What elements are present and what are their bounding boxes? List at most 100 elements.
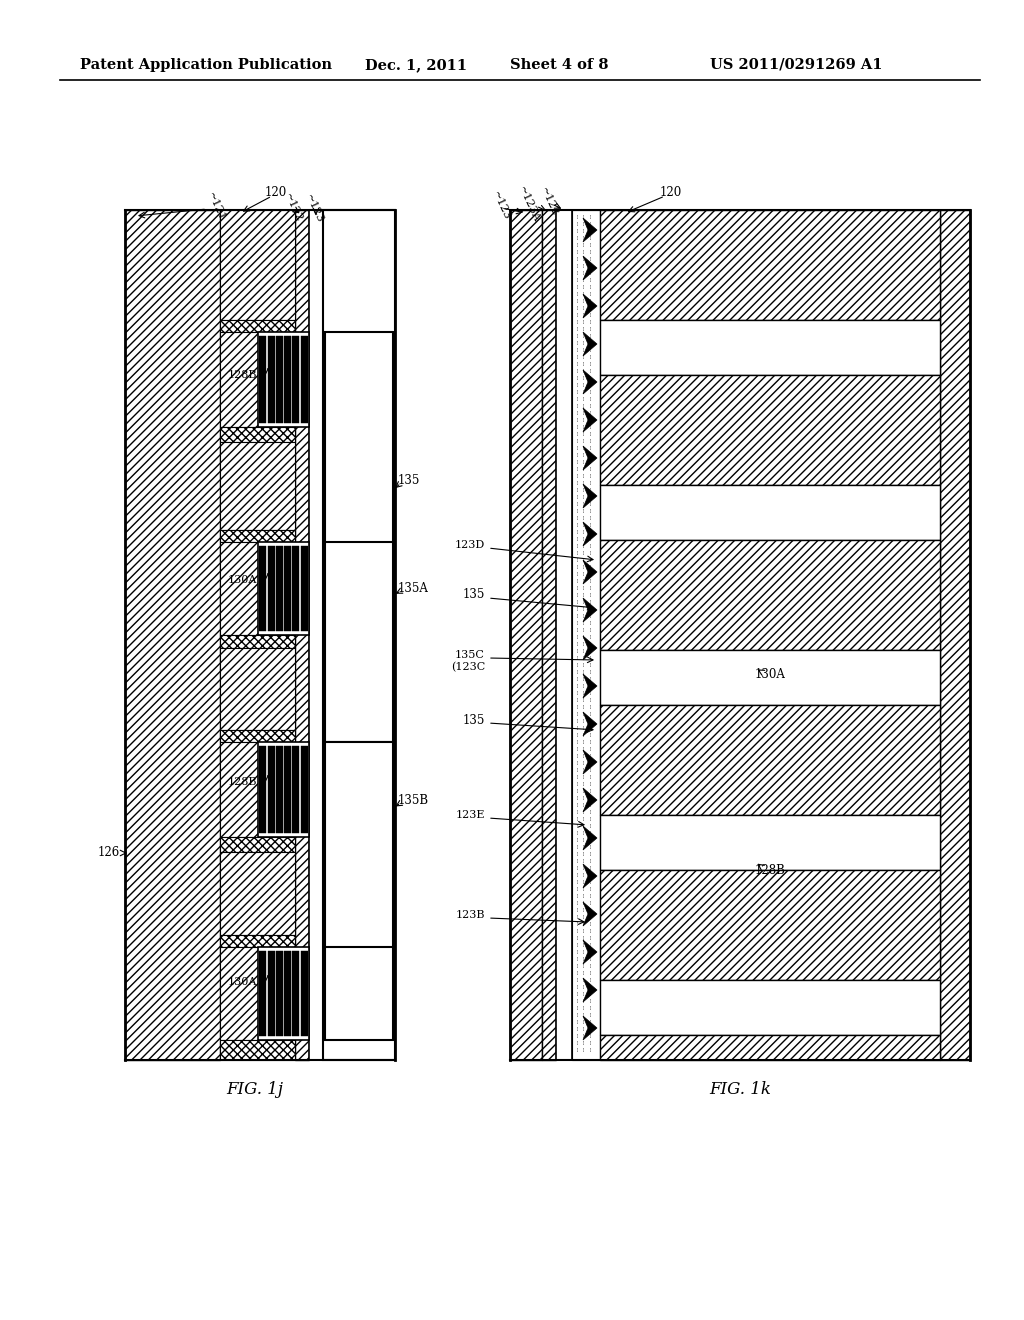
Bar xyxy=(267,337,274,422)
Bar xyxy=(325,543,393,742)
Polygon shape xyxy=(583,826,597,850)
Bar xyxy=(301,950,308,1036)
Bar xyxy=(301,546,308,631)
Text: 130A: 130A xyxy=(755,668,785,681)
Bar xyxy=(600,705,940,814)
Bar xyxy=(258,946,309,1040)
Text: 130A: 130A xyxy=(228,977,257,987)
Polygon shape xyxy=(583,750,597,774)
Bar xyxy=(258,543,309,635)
Bar xyxy=(309,210,323,1060)
Polygon shape xyxy=(583,218,597,242)
Text: ~121: ~121 xyxy=(205,191,227,223)
Polygon shape xyxy=(583,446,597,470)
Bar xyxy=(325,333,393,1040)
Text: FIG. 1k: FIG. 1k xyxy=(709,1081,771,1098)
Polygon shape xyxy=(583,978,597,1002)
Bar xyxy=(542,210,556,1060)
Bar xyxy=(293,950,299,1036)
Bar xyxy=(267,746,274,833)
Bar xyxy=(275,546,283,631)
Polygon shape xyxy=(583,902,597,927)
Bar xyxy=(323,210,395,1060)
Bar xyxy=(220,426,295,442)
Bar xyxy=(220,442,295,531)
Polygon shape xyxy=(583,788,597,812)
Bar xyxy=(275,337,283,422)
Bar xyxy=(267,546,274,631)
Text: ~122: ~122 xyxy=(282,191,304,224)
Bar xyxy=(301,746,308,833)
Text: 135: 135 xyxy=(463,714,485,726)
Text: ~123A: ~123A xyxy=(516,185,542,223)
Polygon shape xyxy=(583,256,597,280)
Text: 123D: 123D xyxy=(455,540,485,550)
Text: 120: 120 xyxy=(660,186,682,199)
Bar xyxy=(220,946,295,1040)
Bar xyxy=(220,837,295,851)
Text: 128B: 128B xyxy=(228,777,257,787)
Bar xyxy=(600,319,940,375)
Text: 128B: 128B xyxy=(228,370,257,380)
Text: 135A: 135A xyxy=(398,582,429,594)
Text: ~122: ~122 xyxy=(538,186,560,218)
Text: 135B: 135B xyxy=(398,793,429,807)
Polygon shape xyxy=(583,484,597,508)
Bar xyxy=(259,746,266,833)
Text: 126: 126 xyxy=(97,846,120,859)
Bar xyxy=(220,730,295,742)
Bar xyxy=(125,210,220,1060)
Polygon shape xyxy=(583,408,597,432)
Polygon shape xyxy=(583,370,597,393)
Polygon shape xyxy=(583,294,597,318)
Bar xyxy=(220,648,295,730)
Bar xyxy=(220,210,295,319)
Bar xyxy=(600,540,940,649)
Bar xyxy=(284,337,291,422)
Bar xyxy=(556,210,572,1060)
Text: ~123: ~123 xyxy=(490,190,512,222)
Bar xyxy=(220,635,295,648)
Polygon shape xyxy=(583,711,597,737)
Bar xyxy=(259,546,266,631)
Bar xyxy=(600,375,940,484)
Text: (123C: (123C xyxy=(451,661,485,672)
Polygon shape xyxy=(583,636,597,660)
Bar xyxy=(220,851,295,935)
Text: 135: 135 xyxy=(398,474,421,487)
Polygon shape xyxy=(583,865,597,888)
Bar xyxy=(275,746,283,833)
Bar xyxy=(220,531,295,543)
Text: FIG. 1j: FIG. 1j xyxy=(226,1081,284,1098)
Bar xyxy=(220,333,295,426)
Bar xyxy=(284,546,291,631)
Bar xyxy=(275,950,283,1036)
Bar xyxy=(258,333,309,426)
Polygon shape xyxy=(583,598,597,622)
Polygon shape xyxy=(583,675,597,698)
Bar xyxy=(572,210,600,1060)
Text: 123B: 123B xyxy=(456,909,485,920)
Text: 135C: 135C xyxy=(455,649,485,660)
Bar xyxy=(258,742,309,837)
Bar xyxy=(600,1035,940,1060)
Bar xyxy=(600,979,940,1035)
Bar xyxy=(220,935,295,946)
Polygon shape xyxy=(583,560,597,583)
Bar xyxy=(284,746,291,833)
Bar xyxy=(293,746,299,833)
Bar xyxy=(510,210,542,1060)
Polygon shape xyxy=(583,940,597,964)
Polygon shape xyxy=(583,521,597,546)
Polygon shape xyxy=(583,333,597,356)
Text: ~123: ~123 xyxy=(303,193,325,224)
Text: 120: 120 xyxy=(265,186,288,198)
Bar xyxy=(600,870,940,979)
Polygon shape xyxy=(583,1016,597,1040)
Text: Dec. 1, 2011: Dec. 1, 2011 xyxy=(365,58,467,73)
Text: Patent Application Publication: Patent Application Publication xyxy=(80,58,332,73)
Bar xyxy=(220,742,295,837)
Text: 130A: 130A xyxy=(228,576,257,585)
Bar xyxy=(600,484,940,540)
Bar xyxy=(600,210,940,319)
